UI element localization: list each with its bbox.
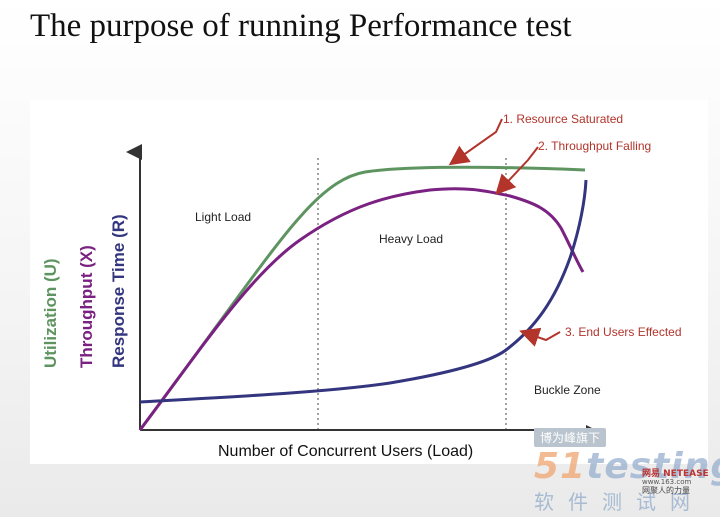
zone-label-light: Light Load: [195, 210, 251, 224]
netease-line3: 网聚人的力量: [642, 485, 690, 495]
diagram-panel: Utilization (U) Throughput (X) Response …: [30, 100, 708, 464]
watermark: 博为峰旗下 51testing 软件测试网 网易 NETEASE www.163…: [530, 426, 720, 517]
annotation-arrow-1: [448, 118, 503, 166]
netease-line1: 网易 NETEASE: [642, 469, 709, 479]
zone-label-heavy: Heavy Load: [379, 232, 443, 246]
annotation-arrow-2: [495, 146, 539, 195]
watermark-badge: 博为峰旗下: [534, 428, 607, 447]
performance-curve-diagram: Utilization (U) Throughput (X) Response …: [41, 112, 682, 460]
utilization-label: Utilization (U): [41, 258, 60, 368]
watermark-logo-prefix: 51: [534, 446, 587, 487]
slide-title: The purpose of running Performance test: [30, 8, 572, 44]
response-time-label: Response Time (R): [109, 214, 128, 368]
throughput-curve: [138, 187, 585, 431]
zone-label-buckle: Buckle Zone: [534, 383, 601, 397]
watermark-logo: 51testing: [534, 446, 720, 487]
annotation-label-1: 1. Resource Saturated: [503, 112, 623, 126]
throughput-label: Throughput (X): [77, 245, 96, 368]
annotation-label-3: 3. End Users Effected: [565, 325, 682, 339]
netease-logo: 网易 NETEASE www.163.com 网聚人的力量: [642, 469, 718, 514]
annotation-label-2: 2. Throughput Falling: [538, 139, 651, 153]
annotation-arrow-3: [519, 327, 561, 347]
x-axis-label: Number of Concurrent Users (Load): [218, 443, 473, 460]
watermark-subtitle: 软件测试网: [534, 490, 704, 514]
response-time-curve: [139, 179, 588, 404]
watermark-logo-text: testing: [586, 446, 720, 487]
netease-line2: www.163.com: [642, 478, 692, 487]
